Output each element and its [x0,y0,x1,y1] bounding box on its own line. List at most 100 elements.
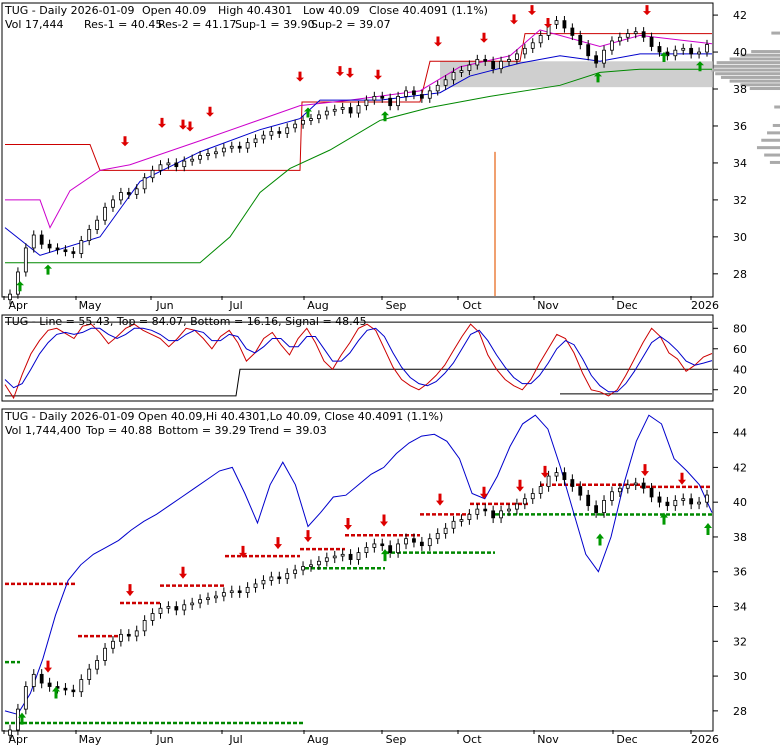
stochastic-panel: 20 40 60 80 TUG - Line = 55.43, Top = 84.07… [1,314,747,402]
volume-profile-bar [713,64,780,68]
candle-body [206,597,210,600]
candle-body [578,35,583,46]
candle-body [602,500,606,514]
x-tick-label: Sep [386,733,407,745]
sell-arrow [44,660,52,673]
candle-body [657,46,662,53]
candle-body [221,592,226,597]
sell-arrow [528,5,536,16]
sell-arrow [510,14,518,25]
candle-body [404,90,408,97]
candle-body [198,155,202,160]
candle-body [95,660,100,670]
res1-line [5,29,713,229]
x-tick-label: Apr [8,299,28,312]
candle-body [63,249,68,253]
candle-body [142,177,147,190]
sell-arrow [374,69,382,80]
y-tick-label: 38 [733,83,747,96]
sell-arrow [296,71,304,82]
buy-arrow [696,61,704,72]
candle-body [633,31,638,34]
x-tick-label: Oct [462,299,482,312]
candle-body [79,240,84,254]
y-tick-label: 40 [733,363,747,376]
sell-arrow [516,479,524,492]
x-tick-label: Apr [8,733,28,745]
sell-arrow [541,465,549,478]
stochastic-header: TUG - Line = 55.43, Top = 84.07, Bottom … [4,315,367,328]
candle-body [697,501,701,505]
x-tick-label: 2026 [691,733,719,745]
candle-body [459,70,464,73]
trend-header-trend: Trend = 39.03 [248,424,327,437]
candle-body [451,71,456,81]
candle-body [261,134,266,140]
candle-body [570,27,575,36]
candle-body [602,49,606,64]
candle-body [269,576,274,581]
volume-profile-bar [756,146,780,150]
candle-body [253,583,258,588]
candle-body [182,604,187,611]
candle-body [340,553,345,557]
candle-body [380,543,385,547]
candle-body [316,114,321,119]
buy-arrow [704,523,712,536]
candle-body [705,44,709,53]
candle-body [657,496,662,503]
candle-body [499,60,503,70]
price-panel: 28 30 32 34 36 38 40 42 Apr May Jun Jul Aug Sep Oct No… [1,2,780,312]
candle-body [443,527,448,534]
x-tick-label: Jun [155,299,173,312]
candle-body [79,679,84,693]
candle-body [126,633,131,637]
sell-arrow [121,136,129,147]
candle-body [610,40,614,51]
volume-profile-bar [749,87,780,91]
candle-body [47,682,52,687]
candle-body [31,673,36,687]
candle-body [427,538,432,547]
candle-body [388,545,393,554]
sell-arrow [206,106,214,117]
price-header-volume: Vol 17,444 [5,18,63,31]
candle-body [182,160,187,168]
candle-body [71,689,76,693]
candle-body [356,552,361,560]
y-tick-label: 28 [733,705,747,718]
trend-header-top: Top = 40.88 [85,424,152,437]
candle-body [681,47,686,51]
candle-body [166,162,171,166]
candle-body [285,573,290,580]
candle-body [364,546,369,554]
sell-arrow [186,121,194,132]
y-tick-label: 80 [733,322,747,335]
candle-body [142,620,147,632]
volume-profile-bar [740,83,780,87]
sell-arrow [434,36,442,47]
volume-profile-bar [774,105,780,109]
candle-body [39,673,44,684]
candle-body [118,192,123,201]
candle-body [158,164,163,171]
sell-arrow [480,486,488,499]
x-tick-label: Oct [462,733,482,745]
price-header-high: High 40.4301 [218,4,292,17]
candle-body [538,35,543,44]
candle-body [23,247,28,273]
buy-arrow [52,686,60,699]
sell-arrow [304,530,312,543]
sell-arrow [179,566,187,579]
y-tick-label: 38 [733,531,747,544]
candle-body [301,120,305,125]
candle-body [554,20,559,25]
candle-body [103,647,107,661]
candle-body [301,566,305,571]
sell-arrow [643,5,651,16]
candle-body [261,580,266,585]
candle-body [356,105,361,114]
volume-profile-bar [729,57,780,61]
y-tick-label: 60 [733,343,747,356]
candle-body [293,569,298,574]
